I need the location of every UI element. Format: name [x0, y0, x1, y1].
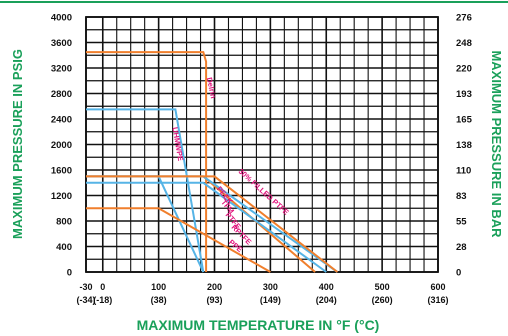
- y-tick-label: 3600: [51, 38, 72, 49]
- y2-tick-label: 0: [456, 268, 461, 279]
- series-label: Delrin: [205, 77, 218, 100]
- y-tick-label: 4000: [51, 13, 72, 24]
- grid: [85, 16, 439, 273]
- y-tick-label: 2800: [51, 89, 72, 100]
- y2-tick-label: 276: [456, 13, 472, 24]
- y2-tick-label: 138: [456, 140, 472, 151]
- x-tick-label-f: -30: [79, 282, 92, 292]
- y2-tick-label: 83: [456, 191, 467, 202]
- x-tick-label-f: 100: [151, 282, 166, 292]
- series-lines: [86, 51, 339, 273]
- x-tick-label-f: 300: [263, 282, 278, 292]
- series-label: 30% FILLED PTFE: [237, 167, 291, 217]
- series-line-5: [86, 207, 271, 273]
- y-tick-label: 0: [67, 268, 72, 279]
- series-line-8: [86, 175, 339, 273]
- x-tick-label-f: 600: [430, 282, 445, 292]
- y-tick-label: 3200: [51, 64, 72, 75]
- x-tick-label-f: 400: [319, 282, 334, 292]
- series-line-1: [86, 51, 208, 272]
- x-axis-label: MAXIMUM TEMPERATURE IN °F (°C): [137, 317, 380, 333]
- x-tick-label-c: (-34): [76, 295, 95, 305]
- y-axis-label: MAXIMUM PRESSURE IN PSIG: [10, 49, 25, 239]
- x-tick-label-f: 0: [100, 282, 105, 292]
- x-tick-label-c: (316): [427, 295, 448, 305]
- series-line-6: [86, 181, 327, 273]
- x-tick-label-c: (-18): [93, 295, 112, 305]
- x-tick-label-c: (38): [151, 295, 167, 305]
- x-tick-labels: -30 (-34) 0 (-18) 100 (38) 200 (93) 300 (149) 400 (…: [76, 282, 448, 305]
- y2-tick-label: 248: [456, 38, 472, 49]
- y-tick-label: 800: [56, 217, 72, 228]
- y-tick-label: 1600: [51, 166, 72, 177]
- y2-tick-label: 193: [456, 89, 472, 100]
- y-tick-label: 400: [56, 242, 72, 253]
- y2-tick-labels: 0 28 55 83 110 138 165 193 220 248 276: [456, 13, 473, 279]
- y2-tick-label: 110: [456, 166, 471, 177]
- y-tick-label: 2000: [51, 140, 72, 151]
- y2-tick-label: 55: [456, 217, 467, 228]
- plot-frame: [85, 16, 439, 273]
- y2-tick-label: 165: [456, 115, 473, 126]
- x-tick-label-c: (149): [260, 295, 281, 305]
- y-tick-label: 1200: [51, 191, 72, 202]
- y2-tick-label: 28: [456, 242, 467, 253]
- y-tick-labels: 0 400 800 1200 1600 2000 2400 2800 3200 3600 4000: [51, 13, 72, 279]
- x-tick-label-c: (93): [207, 295, 223, 305]
- x-tick-label-c: (204): [316, 295, 337, 305]
- x-tick-label-f: 500: [375, 282, 390, 292]
- y-tick-label: 2400: [51, 115, 72, 126]
- series-line-2: [86, 108, 205, 273]
- x-tick-label-f: 200: [207, 282, 222, 292]
- y2-axis-label: MAXIMUM PRESSURE IN BAR: [489, 50, 504, 238]
- y2-tick-label: 220: [456, 64, 472, 75]
- x-tick-label-c: (260): [372, 295, 393, 305]
